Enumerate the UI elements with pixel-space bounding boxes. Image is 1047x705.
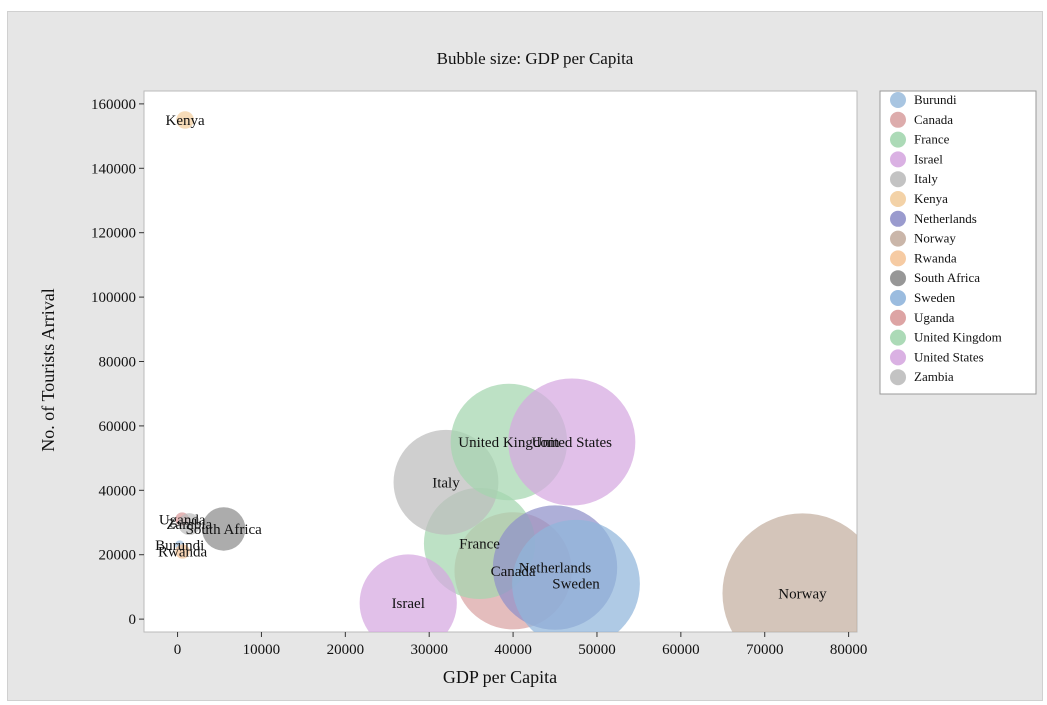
legend-entry-uganda: Uganda: [914, 310, 955, 325]
bubble-norway: [722, 513, 857, 632]
legend-marker-france: [890, 131, 906, 148]
legend-marker-sweden: [890, 290, 906, 306]
bubble-label-rwanda: Rwanda: [158, 544, 207, 560]
legend: Burundi Canada France Israel Italy Kenya Nethe…: [890, 92, 1002, 386]
x-tick-label: 10000: [243, 642, 281, 658]
chart-title: Bubble size: GDP per Capita: [437, 49, 634, 68]
bubble-label-kenya: Kenya: [166, 113, 205, 129]
x-tick-label: 70000: [746, 642, 784, 658]
bubble-label-uganda: Uganda: [159, 512, 206, 528]
legend-marker-burundi: [890, 92, 906, 108]
bubble-labels-layer: Burundi Canada France Israel Italy Kenya Nethe…: [155, 113, 827, 612]
bubble-label-united-kingdom: United Kingdom: [458, 435, 560, 451]
chart-frame: Bubble size: GDP per Capita Burundi Canad…: [7, 11, 1043, 701]
bubble-label-norway: Norway: [778, 586, 827, 602]
bubble-label-italy: Italy: [432, 475, 460, 491]
legend-entry-israel: Israel: [914, 151, 943, 166]
bubble-label-netherlands: Netherlands: [519, 561, 592, 577]
y-tick-label: 100000: [91, 290, 136, 306]
y-tick-label: 20000: [99, 548, 137, 564]
x-tick-label: 60000: [662, 642, 700, 658]
x-tick-label: 40000: [494, 642, 532, 658]
legend-marker-norway: [890, 230, 906, 247]
legend-entry-norway: Norway: [914, 231, 956, 246]
bubble-label-united-states: United States: [532, 435, 613, 451]
legend-marker-south-africa: [890, 270, 906, 287]
legend-marker-rwanda: [890, 250, 906, 267]
legend-entry-burundi: Burundi: [914, 92, 957, 107]
y-tick-label: 0: [129, 612, 137, 628]
y-axis: 0 20000 40000 60000 80000 100000 120000 140000 1…: [91, 97, 144, 628]
x-tick-label: 30000: [410, 642, 448, 658]
bubble-rwanda: [175, 544, 190, 559]
legend-entry-united-kingdom: United Kingdom: [914, 330, 1002, 345]
legend-box: [879, 90, 1037, 395]
bubble-united-states: [508, 378, 636, 506]
x-tick-label: 50000: [578, 642, 616, 658]
legend-marker-united-kingdom: [890, 329, 906, 346]
y-tick-label: 140000: [91, 161, 136, 177]
legend-marker-zambia: [890, 369, 906, 386]
legend-entry-kenya: Kenya: [914, 191, 948, 206]
legend-entry-south-africa: South Africa: [914, 270, 980, 285]
legend-entry-zambia: Zambia: [914, 369, 954, 384]
x-tick-label: 0: [174, 642, 182, 658]
y-tick-label: 40000: [99, 483, 137, 499]
bubble-label-sweden: Sweden: [552, 577, 600, 593]
bubble-label-canada: Canada: [491, 564, 536, 580]
x-axis: 0 10000 20000 30000 40000 50000 60000 70000 8000…: [174, 632, 868, 658]
y-tick-label: 160000: [91, 97, 136, 113]
bubble-kenya: [176, 111, 194, 129]
legend-marker-netherlands: [890, 210, 906, 227]
bubble-sweden: [512, 519, 640, 632]
legend-marker-uganda: [890, 309, 906, 326]
bubble-label-israel: Israel: [392, 596, 425, 612]
bubble-chart: Bubble size: GDP per Capita Burundi Canad…: [38, 49, 1037, 687]
bubble-label-burundi: Burundi: [155, 538, 204, 554]
bubbles-layer: [175, 111, 857, 632]
x-axis-label: GDP per Capita: [443, 667, 557, 687]
bubble-israel: [359, 554, 457, 632]
legend-marker-israel: [890, 151, 906, 168]
legend-entry-netherlands: Netherlands: [914, 211, 977, 226]
legend-entry-france: France: [914, 132, 950, 147]
bubble-south-africa: [201, 507, 246, 551]
legend-entry-canada: Canada: [914, 112, 953, 127]
y-tick-label: 60000: [99, 419, 137, 435]
y-tick-label: 120000: [91, 226, 136, 242]
bubble-label-france: France: [459, 536, 500, 552]
legend-entry-united-states: United States: [914, 349, 984, 364]
legend-marker-canada: [890, 111, 906, 128]
legend-marker-united-states: [890, 349, 906, 366]
bubble-label-zambia: Zambia: [166, 517, 212, 533]
legend-entry-italy: Italy: [914, 171, 938, 186]
y-tick-label: 80000: [99, 355, 137, 371]
x-tick-label: 20000: [327, 642, 365, 658]
x-tick-label: 80000: [830, 642, 868, 658]
legend-marker-kenya: [890, 191, 906, 207]
bubble-zambia: [178, 513, 201, 536]
legend-entry-sweden: Sweden: [914, 290, 956, 305]
legend-marker-italy: [890, 171, 906, 188]
legend-entry-rwanda: Rwanda: [914, 250, 957, 265]
y-axis-label: No. of Tourists Arrival: [38, 288, 58, 451]
bubble-label-south-africa: South Africa: [186, 522, 263, 538]
